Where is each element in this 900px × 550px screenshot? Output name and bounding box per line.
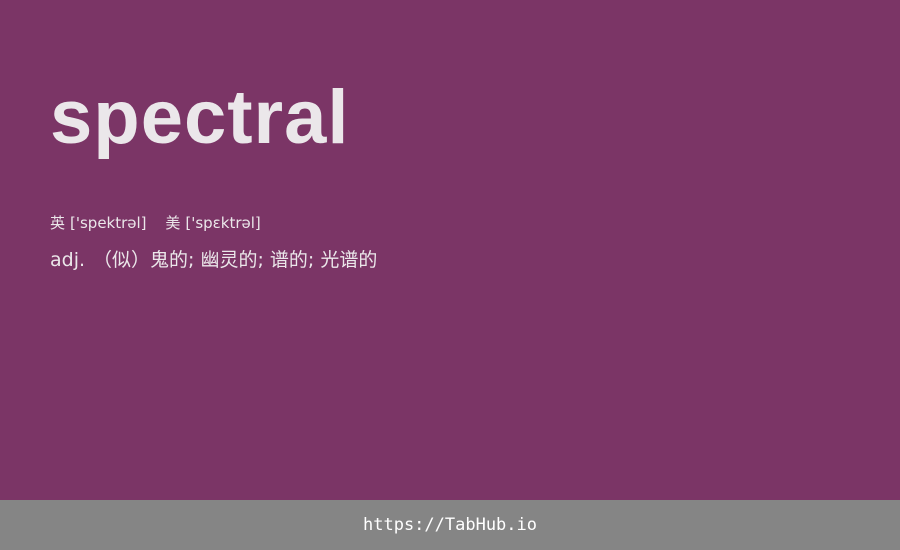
footer-bar: https://TabHub.io <box>0 500 900 550</box>
pronunciation-row: 英 ['spektrəl] 美 ['spɛktrəl] <box>50 212 261 234</box>
word-card: spectral 英 ['spektrəl] 美 ['spɛktrəl] adj. （… <box>0 0 900 500</box>
definition-text: （似）鬼的; 幽灵的; 谱的; 光谱的 <box>93 249 378 271</box>
uk-pronunciation: 英 ['spektrəl] <box>50 212 147 234</box>
uk-phonetic: ['spektrəl] <box>70 214 147 232</box>
us-label: 美 <box>165 214 181 232</box>
definition-row: adj. （似）鬼的; 幽灵的; 谱的; 光谱的 <box>50 245 377 275</box>
part-of-speech: adj. <box>50 249 86 271</box>
headword: spectral <box>50 75 350 160</box>
us-phonetic: ['spɛktrəl] <box>185 214 261 232</box>
uk-label: 英 <box>50 214 66 232</box>
us-pronunciation: 美 ['spɛktrəl] <box>165 212 260 234</box>
tabhub-link[interactable]: https://TabHub.io <box>363 515 537 535</box>
